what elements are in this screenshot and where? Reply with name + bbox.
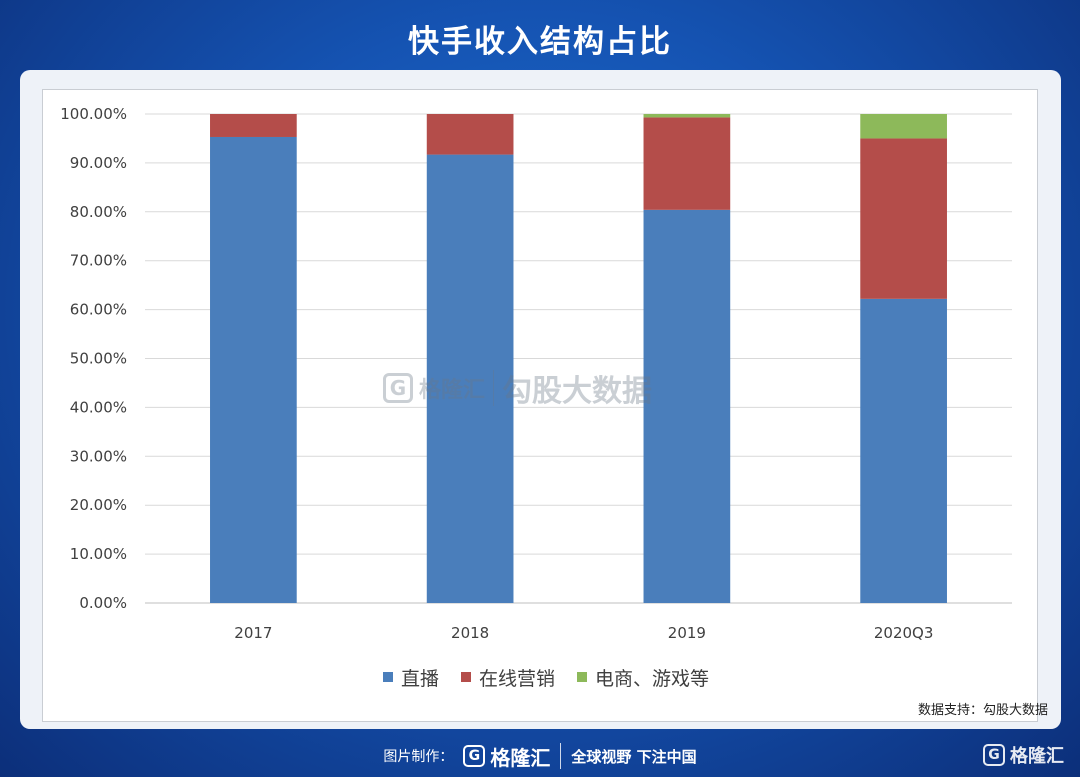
watermark-brand: 格隆汇	[419, 378, 486, 403]
bar-segment-2017-1	[210, 114, 297, 137]
legend-label-ads: 在线营销	[479, 667, 556, 690]
bar-segment-2020Q3-1	[860, 138, 947, 299]
chart-legend: 直播 在线营销 电商、游戏等	[383, 664, 731, 690]
legend-item-ads: 在线营销	[461, 664, 555, 691]
footer-label: 图片制作：	[383, 749, 454, 765]
watermark-divider	[493, 370, 495, 406]
footer-brand: 格隆汇	[490, 745, 551, 770]
y-tick-label: 70.00%	[70, 252, 127, 270]
x-tick-label: 2020Q3	[874, 624, 934, 642]
bar-segment-2017-0	[210, 136, 297, 603]
legend-label-ecommerce: 电商、游戏等	[595, 667, 710, 690]
footer-slogan: 全球视野 下注中国	[571, 747, 697, 766]
legend-swatch-live	[383, 672, 393, 682]
y-tick-label: 80.00%	[70, 203, 127, 221]
corner-brand: 格隆汇	[1010, 746, 1064, 767]
x-tick-label: 2019	[668, 624, 706, 642]
legend-item-live: 直播	[383, 664, 439, 691]
corner-logo-icon: G	[983, 744, 1005, 766]
corner-logo: G 格隆汇	[983, 742, 1064, 768]
data-source-note: 数据支持：勾股大数据	[917, 703, 1048, 718]
x-tick-label: 2018	[451, 624, 489, 642]
bar-segment-2019-1	[643, 117, 731, 210]
legend-swatch-ecommerce	[577, 672, 588, 682]
page-title: 快手收入结构占比	[408, 24, 672, 60]
y-tick-label: 60.00%	[70, 301, 127, 319]
y-tick-label: 90.00%	[70, 154, 127, 172]
bar-segment-2019-0	[643, 209, 731, 603]
y-tick-label: 0.00%	[79, 594, 127, 612]
footer-bar: 图片制作： G 格隆汇 全球视野 下注中国	[0, 738, 1080, 774]
y-tick-label: 50.00%	[70, 350, 127, 368]
legend-swatch-ads	[461, 672, 472, 682]
bar-segment-2019-2	[643, 114, 731, 118]
footer-logo-icon: G	[463, 745, 486, 767]
bar-segment-2018-0	[426, 154, 514, 603]
y-tick-label: 20.00%	[70, 496, 127, 514]
footer-divider	[560, 743, 562, 769]
watermark-logo-icon: G	[383, 373, 413, 403]
watermark-text: 勾股大数据	[502, 374, 653, 409]
bar-segment-2018-1	[426, 114, 514, 155]
legend-item-ecommerce: 电商、游戏等	[577, 664, 709, 691]
watermark: G 格隆汇 勾股大数据	[383, 366, 713, 410]
bar-segment-2020Q3-2	[860, 114, 947, 139]
x-tick-label: 2017	[234, 624, 272, 642]
y-tick-label: 100.00%	[60, 105, 127, 123]
legend-label-live: 直播	[401, 667, 440, 690]
y-tick-label: 40.00%	[70, 398, 127, 416]
y-tick-label: 10.00%	[70, 545, 127, 563]
bar-segment-2020Q3-0	[860, 298, 947, 603]
y-tick-label: 30.00%	[70, 447, 127, 465]
